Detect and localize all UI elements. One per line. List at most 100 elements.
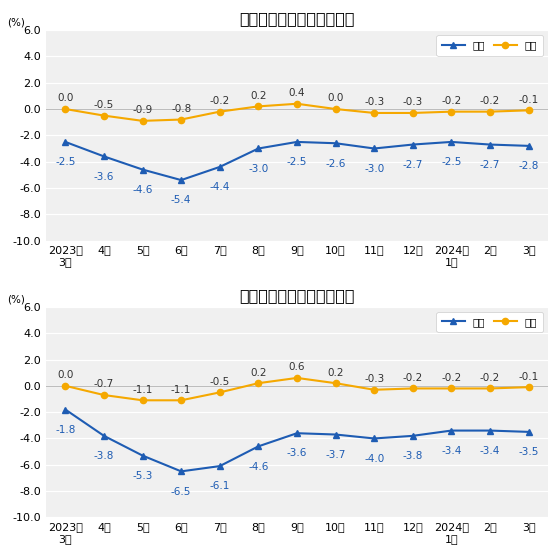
环比	[487, 385, 494, 392]
环比	[525, 107, 532, 114]
同比	[332, 431, 339, 438]
环比	[525, 384, 532, 391]
环比	[371, 110, 377, 117]
Text: -3.7: -3.7	[325, 450, 346, 460]
Text: -0.3: -0.3	[402, 98, 423, 108]
环比	[448, 385, 454, 392]
Line: 同比: 同比	[62, 139, 532, 183]
Line: 环比: 环比	[62, 100, 532, 124]
Text: -0.1: -0.1	[518, 95, 539, 105]
Text: -2.7: -2.7	[402, 160, 423, 170]
环比	[178, 116, 184, 123]
Y-axis label: (%): (%)	[7, 295, 25, 305]
Text: -3.5: -3.5	[518, 447, 539, 457]
Text: -3.6: -3.6	[287, 448, 307, 458]
Text: -4.6: -4.6	[248, 462, 268, 472]
环比	[293, 375, 300, 381]
同比	[293, 139, 300, 145]
Text: -0.2: -0.2	[480, 96, 500, 106]
Text: -2.5: -2.5	[441, 157, 462, 167]
同比	[62, 139, 69, 145]
Y-axis label: (%): (%)	[7, 18, 25, 28]
环比	[255, 103, 262, 110]
环比	[139, 118, 146, 124]
同比	[101, 153, 107, 160]
环比	[101, 392, 107, 398]
同比	[448, 427, 454, 434]
同比	[448, 139, 454, 145]
Text: -0.7: -0.7	[94, 380, 114, 390]
Text: -4.0: -4.0	[364, 454, 384, 464]
Text: -5.4: -5.4	[171, 195, 191, 205]
Text: -3.8: -3.8	[94, 451, 114, 461]
同比	[409, 432, 416, 439]
同比	[371, 435, 377, 442]
同比	[409, 141, 416, 148]
环比	[216, 108, 223, 115]
Text: -0.2: -0.2	[441, 373, 462, 383]
同比	[487, 427, 494, 434]
Text: 0.0: 0.0	[57, 93, 74, 103]
环比	[293, 100, 300, 107]
Line: 环比: 环比	[62, 375, 532, 403]
Text: -0.2: -0.2	[402, 373, 423, 383]
Text: -2.5: -2.5	[287, 157, 307, 167]
Text: -0.5: -0.5	[94, 100, 114, 110]
同比	[487, 141, 494, 148]
Text: -0.2: -0.2	[441, 96, 462, 106]
Text: 0.4: 0.4	[288, 88, 305, 98]
环比	[332, 380, 339, 386]
Text: 0.2: 0.2	[250, 91, 267, 101]
同比	[216, 164, 223, 170]
环比	[62, 105, 69, 112]
同比	[178, 468, 184, 475]
同比	[139, 166, 146, 173]
Text: -2.8: -2.8	[518, 161, 539, 171]
环比	[62, 382, 69, 389]
Text: 0.0: 0.0	[328, 93, 344, 103]
同比	[255, 145, 262, 152]
Text: -0.9: -0.9	[132, 105, 153, 115]
同比	[101, 432, 107, 439]
同比	[293, 430, 300, 437]
Line: 同比: 同比	[62, 406, 532, 475]
环比	[371, 386, 377, 393]
Text: -1.8: -1.8	[55, 425, 75, 435]
环比	[255, 380, 262, 386]
环比	[409, 110, 416, 117]
Text: -0.1: -0.1	[518, 372, 539, 382]
同比	[255, 443, 262, 450]
同比	[62, 406, 69, 413]
Text: -3.6: -3.6	[94, 171, 114, 181]
环比	[216, 389, 223, 396]
环比	[332, 105, 339, 112]
Text: -0.2: -0.2	[480, 373, 500, 383]
Text: -0.8: -0.8	[171, 104, 191, 114]
同比	[332, 140, 339, 147]
Text: -3.4: -3.4	[480, 446, 500, 456]
环比	[448, 108, 454, 115]
Text: -4.6: -4.6	[132, 185, 153, 195]
Text: -0.2: -0.2	[210, 96, 230, 106]
Text: -4.4: -4.4	[210, 182, 230, 192]
Text: -3.4: -3.4	[441, 446, 462, 456]
Text: -1.1: -1.1	[171, 385, 191, 395]
同比	[525, 428, 532, 435]
Text: -1.1: -1.1	[132, 385, 153, 395]
Text: -2.7: -2.7	[480, 160, 500, 170]
同比	[371, 145, 377, 152]
环比	[101, 112, 107, 119]
Title: 工业生产者出厂价格涨跌幅: 工业生产者出厂价格涨跌幅	[239, 11, 355, 26]
Text: -5.3: -5.3	[132, 471, 153, 481]
Text: -0.3: -0.3	[364, 98, 384, 108]
Text: 0.0: 0.0	[57, 370, 74, 380]
环比	[139, 397, 146, 403]
同比	[178, 176, 184, 183]
Text: -3.0: -3.0	[364, 164, 384, 174]
同比	[139, 452, 146, 459]
Text: -2.6: -2.6	[325, 159, 346, 169]
Title: 工业生产者购进价格涨跌幅: 工业生产者购进价格涨跌幅	[239, 288, 355, 303]
环比	[178, 397, 184, 403]
Text: 0.2: 0.2	[250, 367, 267, 377]
Text: -0.3: -0.3	[364, 374, 384, 384]
